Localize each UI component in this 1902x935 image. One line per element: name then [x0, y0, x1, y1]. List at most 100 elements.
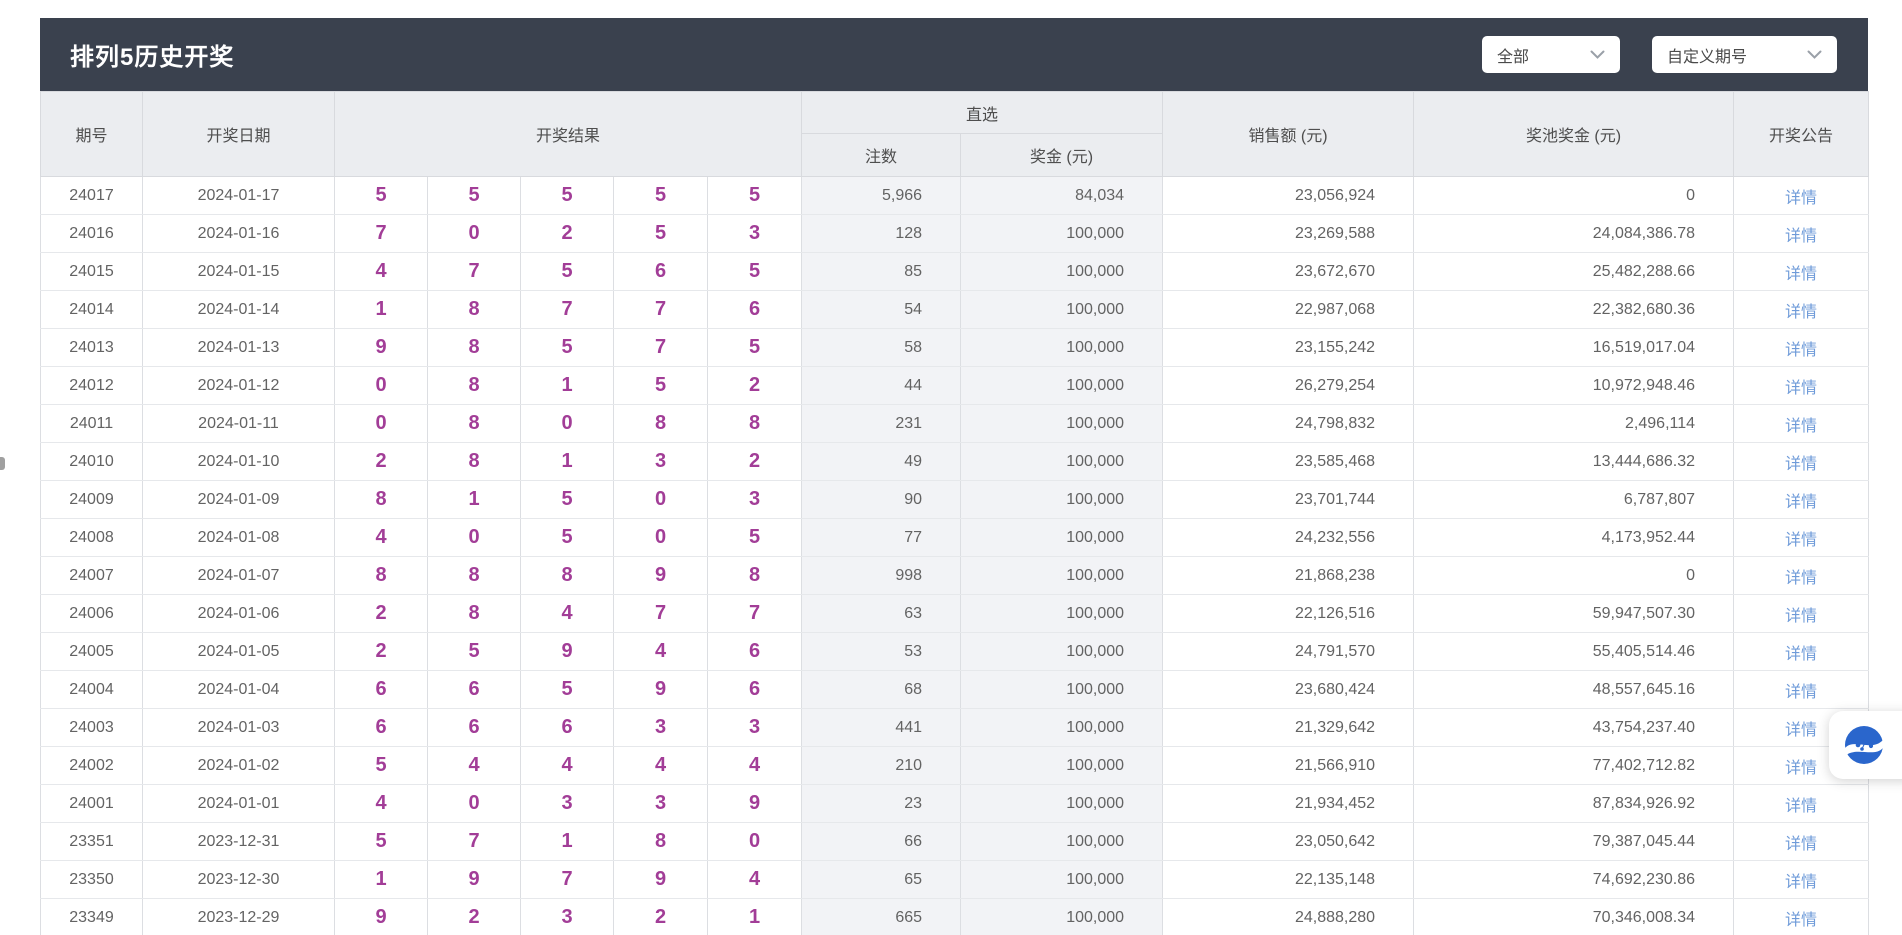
sales-cell: 22,126,516: [1162, 594, 1415, 633]
prize-cell: 100,000: [960, 632, 1164, 671]
bets-cell: 77: [801, 518, 962, 557]
result-digit-cell: 1: [334, 290, 428, 329]
table-row: 24016 2024-01-16 7 0 2 5 3 128 100,000 2…: [40, 214, 1870, 253]
bets-cell: 90: [801, 480, 962, 519]
issue-cell: 24003: [40, 708, 143, 747]
date-cell: 2024-01-13: [142, 328, 335, 367]
issue-cell: 24012: [40, 366, 143, 405]
result-digit-cell: 3: [520, 898, 614, 935]
issue-cell: 23351: [40, 822, 143, 861]
detail-link[interactable]: 详情: [1785, 227, 1818, 245]
detail-link[interactable]: 详情: [1785, 531, 1818, 549]
detail-link[interactable]: 详情: [1785, 417, 1818, 435]
detail-link[interactable]: 详情: [1785, 455, 1818, 473]
detail-link[interactable]: 详情: [1785, 303, 1818, 321]
result-digit-cell: 0: [613, 518, 708, 557]
result-digit-cell: 4: [334, 518, 428, 557]
sales-cell: 23,701,744: [1162, 480, 1415, 519]
bets-cell: 998: [801, 556, 962, 595]
detail-link[interactable]: 详情: [1785, 797, 1818, 815]
detail-link[interactable]: 详情: [1785, 683, 1818, 701]
result-digit-cell: 4: [613, 632, 708, 671]
table-row: 24014 2024-01-14 1 8 7 7 6 54 100,000 22…: [40, 290, 1870, 329]
sales-cell: 24,791,570: [1162, 632, 1415, 671]
result-digit-cell: 6: [427, 708, 521, 747]
result-digit-cell: 8: [427, 290, 521, 329]
sales-cell: 23,680,424: [1162, 670, 1415, 709]
pool-cell: 87,834,926.92: [1413, 784, 1735, 823]
left-edge-artifact: [0, 457, 5, 470]
detail-link[interactable]: 详情: [1785, 341, 1818, 359]
detail-link[interactable]: 详情: [1785, 265, 1818, 283]
bets-cell: 65: [801, 860, 962, 899]
table-row: 24001 2024-01-01 4 0 3 3 9 23 100,000 21…: [40, 784, 1870, 823]
prize-cell: 100,000: [960, 822, 1164, 861]
detail-link[interactable]: 详情: [1785, 569, 1818, 587]
detail-link[interactable]: 详情: [1785, 493, 1818, 511]
pool-cell: 16,519,017.04: [1413, 328, 1735, 367]
pool-cell: 0: [1413, 556, 1735, 595]
bets-cell: 53: [801, 632, 962, 671]
date-cell: 2024-01-16: [142, 214, 335, 253]
result-digit-cell: 6: [334, 670, 428, 709]
table-row: 23351 2023-12-31 5 7 1 8 0 66 100,000 23…: [40, 822, 1870, 861]
date-cell: 2024-01-14: [142, 290, 335, 329]
sales-cell: 24,888,280: [1162, 898, 1415, 935]
bets-cell: 68: [801, 670, 962, 709]
result-digit-cell: 8: [427, 366, 521, 405]
result-digit-cell: 8: [427, 594, 521, 633]
issue-cell: 24004: [40, 670, 143, 709]
result-digit-cell: 7: [427, 252, 521, 291]
detail-link[interactable]: 详情: [1785, 645, 1818, 663]
table-row: 24015 2024-01-15 4 7 5 6 5 85 100,000 23…: [40, 252, 1870, 291]
result-digit-cell: 4: [520, 746, 614, 785]
table-row: 24012 2024-01-12 0 8 1 5 2 44 100,000 26…: [40, 366, 1870, 405]
result-digit-cell: 4: [706, 746, 803, 785]
result-digit-cell: 2: [334, 442, 428, 481]
detail-link[interactable]: 详情: [1785, 721, 1818, 739]
result-digit-cell: 2: [334, 594, 428, 633]
bets-cell: 49: [801, 442, 962, 481]
detail-link[interactable]: 详情: [1785, 379, 1818, 397]
col-header-zhixuan-group: 直选: [801, 91, 1164, 134]
detail-link[interactable]: 详情: [1785, 873, 1818, 891]
col-header-announcement: 开奖公告: [1733, 91, 1870, 177]
col-header-date: 开奖日期: [142, 91, 335, 177]
result-digit-cell: 7: [613, 290, 708, 329]
floating-service-button[interactable]: [1829, 711, 1902, 779]
result-digit-cell: 3: [706, 480, 803, 519]
result-digit-cell: 4: [334, 784, 428, 823]
range-filter-dropdown[interactable]: 全部: [1482, 36, 1620, 73]
detail-link[interactable]: 详情: [1785, 607, 1818, 625]
issue-cell: 24010: [40, 442, 143, 481]
pool-cell: 22,382,680.36: [1413, 290, 1735, 329]
pool-cell: 4,173,952.44: [1413, 518, 1735, 557]
result-digit-cell: 2: [427, 898, 521, 935]
table-row: 24007 2024-01-07 8 8 8 9 8 998 100,000 2…: [40, 556, 1870, 595]
date-cell: 2024-01-08: [142, 518, 335, 557]
prize-cell: 100,000: [960, 442, 1164, 481]
result-digit-cell: 0: [706, 822, 803, 861]
prize-cell: 100,000: [960, 898, 1164, 935]
result-digit-cell: 7: [520, 860, 614, 899]
result-digit-cell: 9: [334, 328, 428, 367]
date-cell: 2024-01-02: [142, 746, 335, 785]
pool-cell: 0: [1413, 176, 1735, 215]
detail-link[interactable]: 详情: [1785, 189, 1818, 207]
result-digit-cell: 8: [334, 480, 428, 519]
sales-cell: 24,232,556: [1162, 518, 1415, 557]
issue-mode-dropdown[interactable]: 自定义期号: [1652, 36, 1837, 73]
table-row: 24017 2024-01-17 5 5 5 5 5 5,966 84,034 …: [40, 176, 1870, 215]
result-digit-cell: 5: [427, 632, 521, 671]
result-digit-cell: 2: [706, 442, 803, 481]
pool-cell: 79,387,045.44: [1413, 822, 1735, 861]
date-cell: 2024-01-06: [142, 594, 335, 633]
sales-cell: 21,934,452: [1162, 784, 1415, 823]
detail-link[interactable]: 详情: [1785, 835, 1818, 853]
result-digit-cell: 7: [334, 214, 428, 253]
detail-link[interactable]: 详情: [1785, 911, 1818, 929]
result-digit-cell: 0: [334, 404, 428, 443]
detail-link[interactable]: 详情: [1785, 759, 1818, 777]
prize-cell: 100,000: [960, 290, 1164, 329]
result-digit-cell: 5: [613, 214, 708, 253]
